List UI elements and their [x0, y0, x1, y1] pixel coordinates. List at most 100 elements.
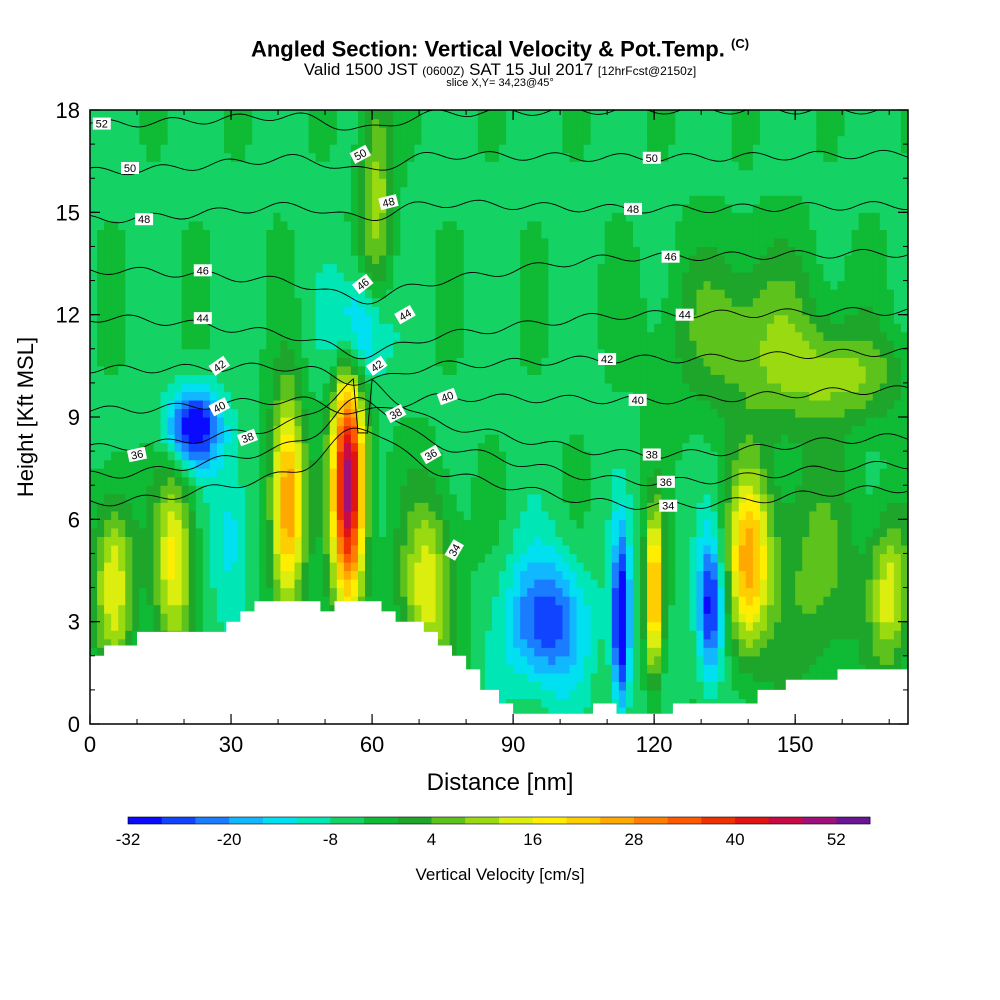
velocity-cell — [865, 468, 874, 478]
velocity-cell — [555, 698, 564, 708]
velocity-cell — [731, 468, 740, 478]
velocity-cell — [555, 638, 564, 648]
velocity-cell — [886, 630, 895, 640]
velocity-cell — [456, 408, 465, 418]
velocity-cell — [174, 357, 183, 367]
velocity-cell — [865, 613, 874, 623]
velocity-cell — [809, 647, 817, 657]
velocity-cell — [393, 604, 401, 614]
velocity-cell — [421, 442, 430, 452]
velocity-cell — [625, 647, 634, 657]
velocity-cell — [795, 408, 803, 418]
velocity-cell — [111, 553, 119, 563]
velocity-cell — [879, 519, 888, 529]
velocity-cell — [569, 374, 578, 384]
velocity-cell — [844, 604, 853, 614]
velocity-cell — [216, 502, 225, 512]
velocity-cell — [477, 579, 486, 589]
velocity-cell — [647, 382, 655, 393]
velocity-cell — [520, 647, 528, 657]
velocity-cell — [484, 510, 493, 520]
velocity-cell — [456, 485, 465, 495]
velocity-cell — [745, 698, 754, 708]
velocity-cell — [696, 664, 705, 674]
velocity-cell — [400, 579, 408, 589]
velocity-cell — [273, 425, 281, 435]
velocity-cell — [625, 451, 634, 461]
velocity-cell — [139, 544, 148, 555]
velocity-cell — [766, 510, 775, 520]
velocity-cell — [527, 561, 535, 572]
velocity-cell — [379, 374, 387, 384]
velocity-cell — [202, 553, 211, 563]
velocity-cell — [745, 655, 754, 665]
velocity-cell — [216, 425, 225, 435]
velocity-cell — [640, 417, 648, 427]
velocity-cell — [308, 434, 317, 444]
velocity-cell — [379, 459, 387, 469]
velocity-cell — [372, 442, 380, 452]
velocity-cell — [893, 357, 902, 367]
velocity-cell — [167, 502, 176, 512]
velocity-cell — [506, 365, 514, 375]
velocity-cell — [562, 664, 571, 674]
velocity-cell — [153, 417, 162, 427]
velocity-cell — [386, 553, 394, 563]
velocity-cell — [858, 485, 867, 495]
velocity-cell — [322, 434, 331, 444]
velocity-cell — [703, 493, 712, 503]
velocity-cell — [350, 510, 359, 520]
velocity-cell — [477, 681, 486, 691]
velocity-cell — [195, 468, 204, 478]
velocity-cell — [97, 527, 105, 537]
velocity-cell — [724, 510, 733, 520]
velocity-cell — [752, 417, 761, 427]
velocity-cell — [865, 485, 874, 495]
velocity-cell — [759, 485, 768, 495]
velocity-cell — [287, 596, 296, 606]
velocity-cell — [132, 570, 140, 580]
velocity-cell — [181, 374, 190, 384]
velocity-cell — [294, 553, 303, 563]
velocity-cell — [97, 544, 105, 555]
velocity-cell — [527, 570, 535, 580]
velocity-cell — [343, 468, 352, 478]
velocity-cell — [731, 434, 740, 444]
velocity-cell — [562, 399, 571, 410]
velocity-cell — [569, 570, 578, 580]
velocity-cell — [146, 485, 155, 495]
velocity-cell — [160, 553, 169, 563]
velocity-cell — [625, 672, 634, 682]
velocity-cell — [618, 417, 627, 427]
velocity-cell — [167, 596, 176, 606]
velocity-cell — [766, 493, 775, 503]
velocity-cell — [865, 493, 874, 503]
velocity-cell — [174, 527, 183, 537]
velocity-cell — [858, 570, 867, 580]
velocity-cell — [118, 485, 126, 495]
velocity-cell — [823, 536, 832, 546]
velocity-cell — [618, 468, 627, 478]
velocity-cell — [252, 374, 260, 384]
velocity-cell — [654, 706, 662, 717]
velocity-cell — [802, 664, 810, 674]
velocity-cell — [900, 374, 908, 384]
velocity-cell — [421, 365, 430, 375]
velocity-cell — [893, 468, 902, 478]
velocity-cell — [477, 587, 486, 597]
velocity-cell — [209, 374, 218, 384]
velocity-cell — [301, 357, 310, 367]
velocity-cell — [470, 425, 479, 435]
velocity-cell — [654, 655, 662, 665]
velocity-cell — [823, 493, 832, 503]
velocity-cell — [802, 561, 810, 572]
velocity-cell — [618, 502, 627, 512]
velocity-cell — [774, 587, 782, 597]
velocity-cell — [555, 434, 564, 444]
velocity-cell — [336, 510, 345, 520]
velocity-cell — [597, 365, 606, 375]
velocity-cell — [470, 561, 479, 572]
velocity-cell — [393, 442, 401, 452]
velocity-cell — [104, 544, 112, 555]
velocity-cell — [562, 536, 571, 546]
